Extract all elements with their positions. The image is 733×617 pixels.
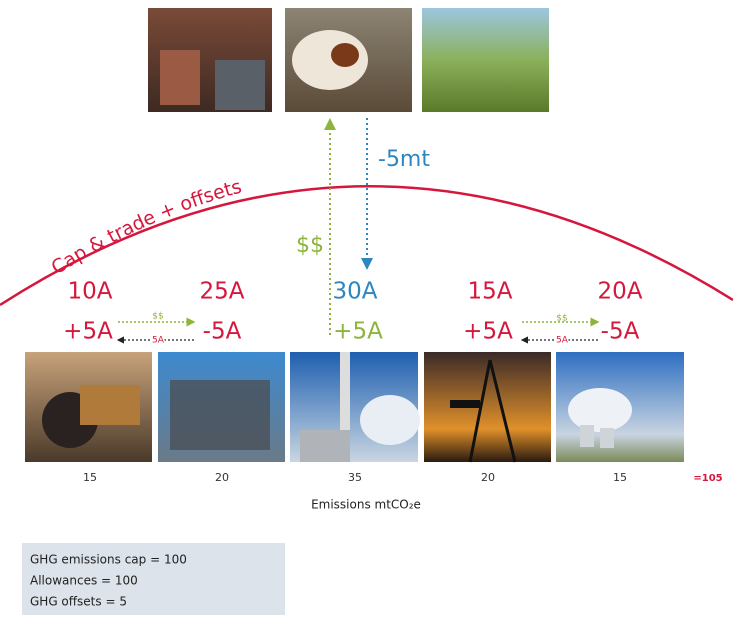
cap-arc — [0, 185, 733, 307]
arc-label-text: Cap & trade + offsets — [47, 175, 244, 279]
offset-payment: $$ — [296, 233, 324, 258]
adjustment: -5A — [601, 319, 640, 345]
adjustment: +5A — [333, 319, 383, 345]
emissions: 20 — [481, 471, 495, 484]
total: =105 — [693, 473, 722, 484]
summary-line: GHG emissions cap = 100 — [30, 553, 187, 567]
summary-line: GHG offsets = 5 — [30, 595, 127, 609]
offset-photos — [148, 8, 549, 112]
allowances: 30A — [332, 279, 377, 305]
allowances: 20A — [597, 279, 642, 305]
adjustment: -5A — [203, 319, 242, 345]
summary-box — [22, 543, 285, 615]
x-axis-label: Emissions mtCO₂e — [311, 498, 421, 512]
emissions: 15 — [83, 471, 97, 484]
arc-label: Cap & trade + offsets — [47, 175, 244, 279]
allowances: 25A — [199, 279, 244, 305]
trade-payment: $$ — [152, 312, 163, 322]
trade-allowances: 5A — [152, 336, 165, 346]
offset-reduction: -5mt — [378, 147, 430, 172]
summary-line: Allowances = 100 — [30, 574, 138, 588]
emissions: 35 — [348, 471, 362, 484]
emissions: 15 — [613, 471, 627, 484]
emissions: 20 — [215, 471, 229, 484]
trade-allowances: 5A — [556, 336, 569, 346]
allowances: 15A — [467, 279, 512, 305]
adjustment: +5A — [63, 319, 113, 345]
allowances: 10A — [67, 279, 112, 305]
company-photos — [25, 352, 684, 463]
trade-payment: $$ — [556, 314, 567, 324]
adjustment: +5A — [463, 319, 513, 345]
